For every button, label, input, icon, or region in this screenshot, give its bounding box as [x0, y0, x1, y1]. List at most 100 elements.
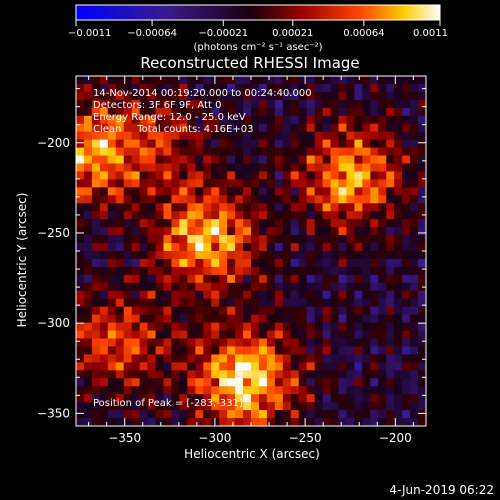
heatmap-cell [258, 378, 268, 387]
heatmap-cell [298, 179, 307, 188]
heatmap-cell [418, 171, 427, 180]
heatmap-cell [203, 115, 212, 125]
heatmap-cell [410, 163, 419, 172]
heatmap-cell [115, 322, 125, 331]
heatmap-cell [123, 139, 132, 148]
heatmap-cell [131, 418, 140, 427]
heatmap-cell [171, 131, 180, 140]
heatmap-cell [298, 131, 307, 140]
heatmap-cell [258, 179, 268, 188]
heatmap-cell [131, 290, 140, 300]
heatmap-cell [83, 76, 93, 85]
heatmap-cell [99, 139, 109, 148]
heatmap-cell [83, 378, 93, 387]
heatmap-cell [235, 314, 244, 323]
heatmap-cell [227, 322, 236, 331]
heatmap-cell [147, 330, 156, 339]
heatmap-cell [107, 410, 117, 419]
heatmap-cell [179, 386, 188, 395]
heatmap-cell [402, 147, 411, 156]
heatmap-cell [163, 378, 172, 387]
heatmap-cell [354, 107, 363, 117]
heatmap-cell [235, 123, 244, 132]
heatmap-cell [298, 386, 307, 395]
heatmap-cell [147, 306, 156, 315]
heatmap-cell [171, 99, 180, 109]
heatmap-cell [187, 171, 196, 180]
heatmap-cell [338, 171, 347, 180]
heatmap-cell [354, 163, 363, 172]
heatmap-cell [91, 99, 101, 109]
heatmap-cell [155, 266, 164, 276]
heatmap-cell [211, 322, 220, 331]
heatmap-cell [163, 362, 172, 371]
heatmap-cell [410, 394, 419, 403]
heatmap-cell [155, 115, 164, 125]
heatmap-cell [235, 370, 244, 379]
heatmap-cell [99, 290, 109, 300]
heatmap-cell [107, 91, 117, 101]
heatmap-cell [410, 282, 419, 292]
heatmap-cell [386, 282, 395, 292]
heatmap-cell [243, 362, 252, 371]
heatmap-cell [402, 386, 411, 395]
heatmap-cell [115, 386, 125, 395]
heatmap-cell [107, 171, 117, 180]
heatmap-cell [410, 378, 419, 387]
heatmap-cell [187, 346, 196, 355]
heatmap-cell [266, 187, 276, 196]
heatmap-cell [378, 243, 387, 252]
heatmap-cell [338, 290, 347, 300]
heatmap-cell [251, 203, 260, 212]
heatmap-cell [378, 386, 387, 395]
heatmap-cell [298, 322, 307, 331]
heatmap-cell [91, 76, 101, 85]
heatmap-cell [418, 338, 427, 347]
heatmap-cell [76, 203, 85, 212]
heatmap-cell [314, 139, 323, 148]
heatmap-cell [219, 91, 228, 101]
heatmap-cell [171, 394, 180, 403]
heatmap-cell [83, 354, 93, 363]
heatmap-cell [354, 290, 363, 300]
heatmap-cell [83, 163, 93, 172]
heatmap-cell [394, 203, 403, 212]
heatmap-cell [211, 266, 220, 276]
heatmap-cell [235, 298, 244, 307]
heatmap-cell [195, 274, 204, 284]
heatmap-cell [338, 322, 347, 331]
heatmap-cell [243, 282, 252, 292]
heatmap-cell [147, 147, 156, 156]
heatmap-cell [83, 235, 93, 244]
heatmap-cell [378, 91, 387, 101]
heatmap-cell [298, 290, 307, 300]
heatmap-cell [235, 235, 244, 244]
heatmap-cell [370, 274, 379, 284]
heatmap-cell [330, 314, 339, 323]
heatmap-cell [354, 322, 363, 331]
heatmap-cell [235, 99, 244, 109]
heatmap-cell [131, 187, 140, 196]
heatmap-cell [76, 91, 85, 101]
heatmap-cell [187, 99, 196, 109]
heatmap-cell [195, 266, 204, 276]
heatmap-cell [274, 330, 284, 339]
heatmap-cell [282, 211, 292, 220]
heatmap-cell [338, 258, 347, 268]
heatmap-cell [155, 386, 164, 395]
heatmap-cell [219, 290, 228, 300]
heatmap-cell [195, 107, 204, 117]
heatmap-cell [91, 203, 101, 212]
heatmap-cell [195, 322, 204, 331]
heatmap-cell [211, 235, 220, 244]
heatmap-cell [131, 282, 140, 292]
heatmap-cell [99, 203, 109, 212]
heatmap-cell [298, 235, 307, 244]
heatmap-cell [338, 354, 347, 363]
heatmap-cell [99, 258, 109, 268]
heatmap-cell [123, 155, 132, 164]
heatmap-cell [330, 171, 339, 180]
heatmap-cell [314, 378, 323, 387]
heatmap-cell [219, 251, 228, 260]
heatmap-cell [91, 163, 101, 172]
